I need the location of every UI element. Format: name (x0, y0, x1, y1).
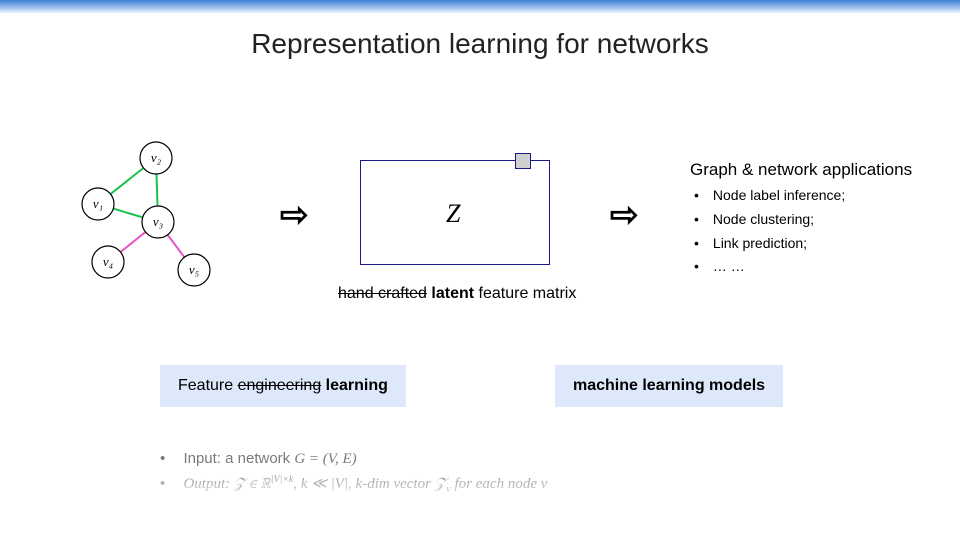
page-title: Representation learning for networks (0, 28, 960, 60)
arrow-icon: ⇨ (280, 195, 309, 235)
caption-rest: feature matrix (479, 285, 577, 302)
list-item: Node clustering; (694, 208, 845, 232)
top-gradient-bar (0, 0, 960, 14)
caption-strike: hand crafted (338, 285, 427, 302)
zbox-caption: hand crafted latent feature matrix (338, 285, 576, 303)
list-item: Link prediction; (694, 232, 845, 256)
diagram-stage: v₁ v₂ v₃ v₄ v₅ ⇨ Z ⇨ Graph & network applica… (0, 60, 960, 540)
svg-text:v₄: v₄ (103, 254, 114, 269)
arrow-icon: ⇨ (610, 195, 639, 235)
svg-text:v₃: v₃ (153, 214, 163, 229)
z-matrix-box: Z (360, 160, 550, 265)
list-item: Node label inference; (694, 184, 845, 208)
list-item: … … (694, 255, 845, 279)
svg-text:v₂: v₂ (151, 150, 162, 165)
caption-bold: latent (431, 285, 474, 302)
left-box-bold: learning (321, 377, 388, 394)
matrix-corner-square (515, 153, 531, 169)
z-label: Z (446, 199, 460, 229)
svg-text:v₁: v₁ (93, 196, 103, 211)
ml-models-box: machine learning models (555, 365, 783, 407)
feature-learning-box: Feature engineering learning (160, 365, 406, 407)
left-box-strike: engineering (238, 377, 322, 394)
network-graph: v₁ v₂ v₃ v₄ v₅ (60, 130, 240, 300)
applications-title: Graph & network applications (690, 160, 912, 180)
bottom-fade-mask (150, 465, 870, 525)
svg-text:v₅: v₅ (189, 262, 199, 277)
applications-list: Node label inference; Node clustering; L… (694, 184, 845, 279)
left-box-prefix: Feature (178, 377, 238, 394)
